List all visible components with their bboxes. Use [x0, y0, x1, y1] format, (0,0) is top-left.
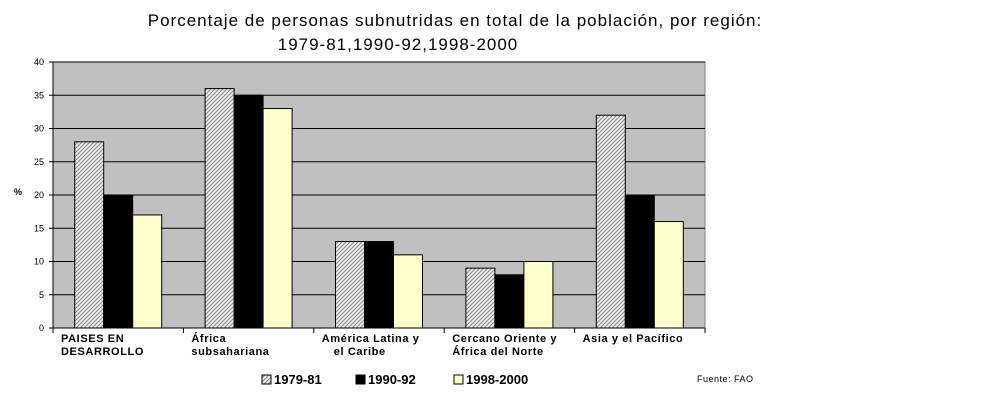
- category-label: Asia y el Pacífico: [583, 333, 684, 345]
- legend-swatch: [453, 374, 464, 385]
- category-label: PAISES EN DESARROLLO: [61, 333, 144, 358]
- category-label-line: Cercano Oriente y: [452, 333, 557, 345]
- bar: [335, 241, 365, 329]
- legend-swatch: [355, 374, 366, 385]
- legend-label: 1990-92: [368, 372, 416, 387]
- category-label: África subsahariana: [191, 332, 269, 358]
- bar: [74, 141, 105, 329]
- y-tick-label: 25: [34, 157, 44, 167]
- bar: [653, 221, 684, 329]
- y-tick-label: 0: [39, 323, 44, 333]
- category-labels: PAISES EN DESARROLLO África subsahariana Amé…: [61, 332, 683, 358]
- category-label-line: América Latina y: [322, 333, 420, 345]
- bar: [393, 254, 423, 329]
- category-label-line: PAISES EN: [61, 333, 124, 345]
- bar: [494, 274, 525, 329]
- legend-label: 1979-81: [274, 372, 322, 387]
- bar: [465, 267, 496, 329]
- category-label-line: DESARROLLO: [61, 346, 144, 358]
- y-tick-label: 10: [34, 257, 44, 267]
- category-label-line: África del Norte: [452, 345, 544, 358]
- bar: [364, 241, 394, 329]
- bar: [595, 114, 626, 329]
- category-label-line: África: [191, 332, 226, 345]
- legend-label: 1998-2000: [466, 372, 528, 387]
- category-label: América Latina y el Caribe: [322, 333, 420, 358]
- category-label-line: Asia y el Pacífico: [583, 333, 684, 345]
- bar: [233, 94, 264, 329]
- source-note: Fuente: FAO: [697, 374, 754, 384]
- category-label-line: el Caribe: [334, 346, 386, 358]
- chart-title: Porcentaje de personas subnutridas en to…: [148, 11, 762, 30]
- category-label: Cercano Oriente y África del Norte: [452, 333, 557, 358]
- bars: [74, 88, 684, 329]
- y-tick-label: 40: [34, 57, 44, 67]
- category-label-line: subsahariana: [191, 346, 269, 358]
- y-tick-label: 20: [34, 190, 44, 200]
- bar: [262, 108, 293, 329]
- x-axis-ticks: [52, 328, 706, 333]
- bar: [624, 194, 655, 329]
- legend: 1979-81 1990-92 1998-2000: [261, 372, 528, 387]
- y-tick-label: 5: [39, 290, 44, 300]
- chart-subtitle: 1979-81,1990-92,1998-2000: [278, 35, 519, 54]
- y-axis-ticks: 0 5 10 15 20 25 30 35 40: [34, 57, 53, 333]
- y-tick-label: 15: [34, 223, 44, 233]
- bar: [523, 261, 554, 329]
- y-tick-label: 35: [34, 90, 44, 100]
- bar: [204, 88, 235, 329]
- y-axis-label: %: [14, 187, 22, 197]
- bar: [132, 214, 163, 329]
- legend-swatch: [261, 374, 272, 385]
- y-tick-label: 30: [34, 124, 44, 134]
- bar: [103, 194, 134, 329]
